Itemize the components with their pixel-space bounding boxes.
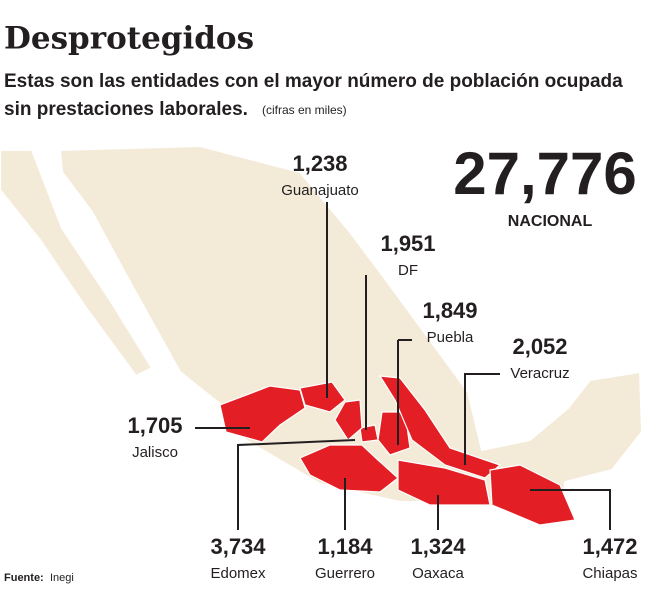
- source-label: Fuente:: [4, 572, 44, 584]
- state-name: Chiapas: [582, 565, 637, 582]
- state-region: [359, 424, 379, 443]
- subtitle-line: sin prestaciones laborales.: [4, 99, 248, 120]
- state-name: Guanajuato: [281, 182, 359, 199]
- state-value: 1,705: [127, 413, 182, 438]
- state-name: Veracruz: [510, 365, 569, 382]
- source-text: Inegi: [50, 572, 74, 584]
- state-region: [489, 464, 576, 526]
- state-value: 1,184: [317, 534, 373, 559]
- state-value: 1,849: [422, 298, 477, 323]
- state-value: 1,951: [380, 231, 435, 256]
- title: Desprotegidos: [4, 21, 254, 57]
- baja-california: [0, 149, 154, 378]
- state-name: Oaxaca: [412, 565, 464, 582]
- subtitle-line: Estas son las entidades con el mayor núm…: [4, 71, 623, 92]
- state-name: DF: [398, 262, 418, 279]
- state-region: [334, 399, 363, 441]
- state-value: 2,052: [512, 334, 567, 359]
- state-name: Edomex: [210, 565, 266, 582]
- state-value: 1,238: [292, 151, 347, 176]
- state-name: Puebla: [427, 329, 474, 346]
- leader-line: [237, 439, 356, 530]
- mainland: [58, 144, 644, 524]
- state-value: 1,472: [582, 534, 637, 559]
- national-value: 27,776: [453, 140, 637, 207]
- leader-line: [397, 339, 412, 445]
- leader-line: [464, 373, 500, 465]
- units-note: (cifras en miles): [262, 103, 347, 117]
- highlighted-states: [219, 375, 576, 526]
- map: [0, 144, 644, 524]
- leader-line: [530, 489, 611, 530]
- national-name: NACIONAL: [508, 213, 593, 230]
- state-name: Guerrero: [315, 565, 375, 582]
- state-region: [397, 459, 491, 506]
- state-value: 3,734: [210, 534, 266, 559]
- state-name: Jalisco: [132, 444, 178, 461]
- state-labels: 1,238 Guanajuato 1,951 DF 1,849 Puebla 2,052 Ve…: [127, 151, 637, 582]
- state-value: 1,324: [410, 534, 466, 559]
